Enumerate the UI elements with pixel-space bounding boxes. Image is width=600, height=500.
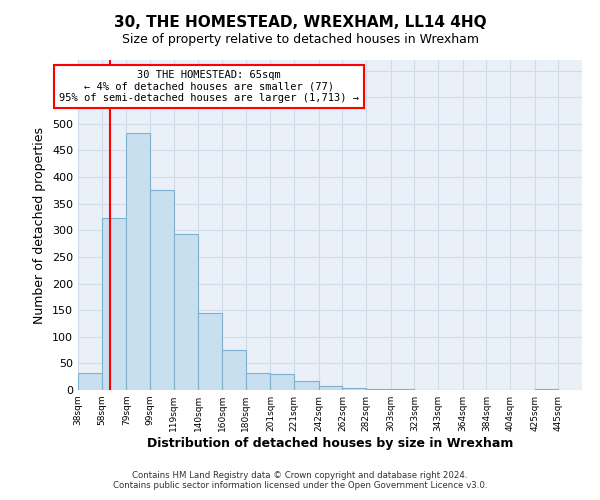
Bar (343, 388, 366, 390)
Text: Contains HM Land Registry data © Crown copyright and database right 2024.
Contai: Contains HM Land Registry data © Crown c… (113, 470, 487, 490)
Text: 30 THE HOMESTEAD: 65sqm
← 4% of detached houses are smaller (77)
95% of semi-det: 30 THE HOMESTEAD: 65sqm ← 4% of detached… (59, 70, 359, 103)
Bar (319, 386, 343, 390)
Bar (173, 234, 199, 390)
Bar (127, 133, 150, 390)
Bar (78, 373, 101, 390)
Text: 30, THE HOMESTEAD, WREXHAM, LL14 4HQ: 30, THE HOMESTEAD, WREXHAM, LL14 4HQ (113, 15, 487, 30)
Y-axis label: Number of detached properties: Number of detached properties (34, 126, 46, 324)
Bar (101, 218, 127, 390)
Bar (222, 350, 245, 390)
Bar (294, 382, 319, 390)
Bar (535, 389, 559, 390)
Bar (271, 374, 294, 390)
X-axis label: Distribution of detached houses by size in Wrexham: Distribution of detached houses by size … (147, 437, 513, 450)
Bar (245, 373, 271, 390)
Text: Size of property relative to detached houses in Wrexham: Size of property relative to detached ho… (121, 32, 479, 46)
Bar (150, 190, 173, 390)
Bar (199, 313, 222, 390)
